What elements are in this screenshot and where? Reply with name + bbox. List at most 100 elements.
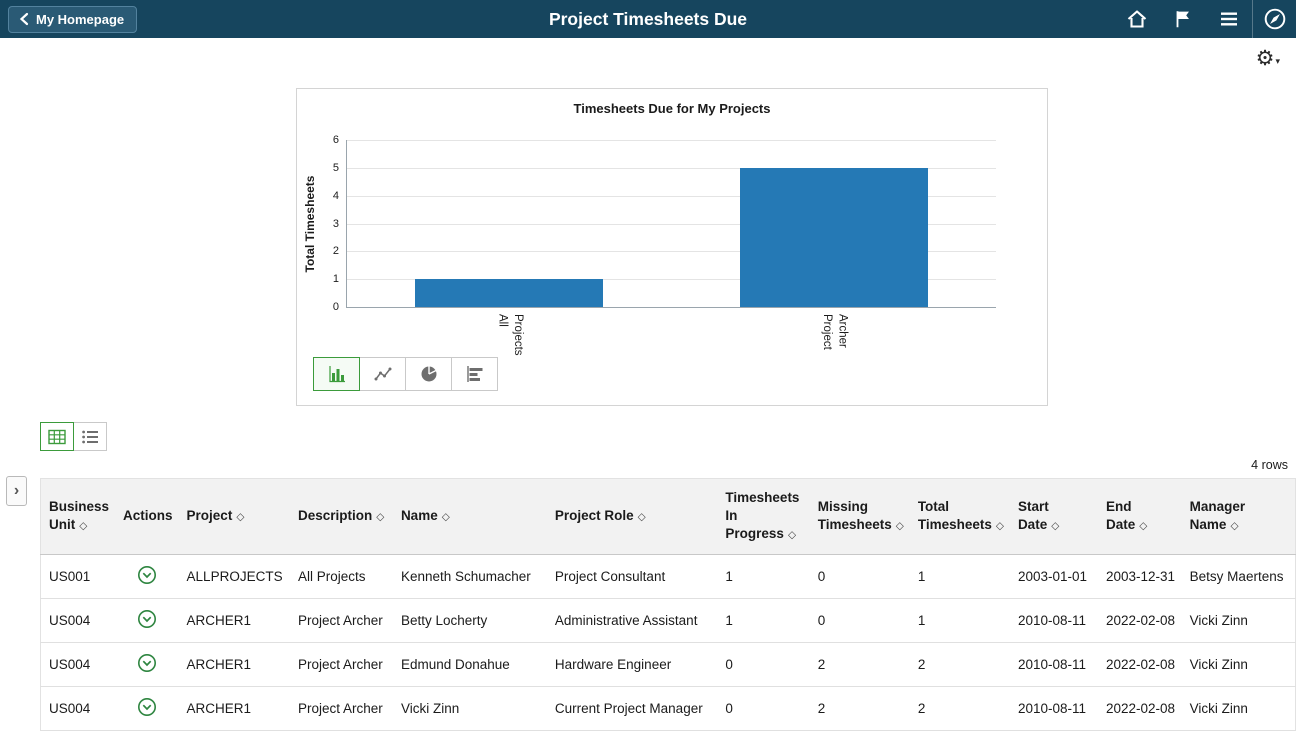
- chart-plot: 0 1 2 3 4 5 6 All Projects Project Archer: [333, 134, 996, 356]
- cell-start-date: 2010-08-11: [1009, 598, 1098, 643]
- cell-total-timesheets: 1: [909, 554, 1010, 599]
- top-navigation-bar: My Homepage Project Timesheets Due: [0, 0, 1296, 38]
- cell-actions: [115, 642, 179, 687]
- home-button[interactable]: [1114, 0, 1160, 38]
- cell-project-role: Administrative Assistant: [546, 598, 718, 643]
- sort-icon: ◇: [995, 520, 1004, 533]
- cell-project-role: Hardware Engineer: [546, 642, 718, 687]
- related-actions-icon: [137, 653, 156, 672]
- chart-type-line-button[interactable]: [359, 357, 406, 391]
- chart-body: Total Timesheets 0 1 2 3 4 5 6 All Projects Proj…: [303, 134, 996, 356]
- column-header-end-date[interactable]: End Date ◇: [1097, 478, 1182, 555]
- horizontal-bar-chart-icon: [466, 366, 482, 382]
- bar-all-projects[interactable]: [415, 279, 604, 307]
- column-label: Name: [400, 508, 438, 524]
- column-label: Total Timesheets: [917, 499, 992, 533]
- chart-gridline: [347, 223, 996, 225]
- gear-icon: ⚙: [1255, 46, 1275, 70]
- cell-business-unit: US004: [40, 598, 116, 643]
- cell-description: Project Archer: [289, 686, 393, 731]
- sort-icon: ◇: [236, 511, 245, 524]
- sort-icon: ◇: [1139, 520, 1148, 533]
- x-axis-label-all-projects: All Projects: [496, 314, 524, 356]
- grid-view-button[interactable]: [40, 422, 74, 451]
- timesheets-chart-panel: Timesheets Due for My Projects Total Tim…: [296, 88, 1048, 406]
- list-view-icon: [82, 430, 98, 443]
- chart-gridline: [347, 195, 996, 197]
- cell-total-timesheets: 2: [909, 642, 1010, 687]
- column-header-actions: Actions: [115, 478, 179, 555]
- cell-missing-timesheets: 0: [809, 554, 910, 599]
- related-actions-button[interactable]: [137, 565, 157, 588]
- column-header-project-role[interactable]: Project Role ◇: [546, 478, 718, 555]
- settings-gear-button[interactable]: ⚙ ▾: [1256, 48, 1280, 69]
- cell-business-unit: US001: [40, 554, 116, 599]
- y-axis-tick-label: 5: [332, 161, 339, 174]
- y-axis-tick-label: 2: [332, 245, 339, 258]
- column-label: Timesheets In Progress: [725, 490, 800, 542]
- grid-view-icon: [48, 429, 66, 444]
- table-header-row: Business Unit ◇ Actions Project ◇ Description…: [40, 478, 1296, 555]
- timesheets-table: Business Unit ◇ Actions Project ◇ Description…: [40, 478, 1296, 731]
- related-actions-icon: [137, 697, 156, 716]
- cell-actions: [115, 686, 179, 731]
- chart-gridline: [347, 251, 996, 253]
- column-header-manager-name[interactable]: Manager Name ◇: [1181, 478, 1296, 555]
- sort-icon: ◇: [895, 520, 904, 533]
- back-button[interactable]: My Homepage: [8, 5, 138, 33]
- flag-button[interactable]: [1160, 0, 1206, 38]
- column-header-start-date[interactable]: Start Date ◇: [1009, 478, 1098, 555]
- bar-project-archer[interactable]: [739, 167, 928, 307]
- column-header-project[interactable]: Project ◇: [178, 478, 290, 555]
- column-header-business-unit[interactable]: Business Unit ◇: [40, 478, 116, 555]
- related-actions-button[interactable]: [137, 653, 157, 676]
- column-header-description[interactable]: Description ◇: [289, 478, 393, 555]
- cell-business-unit: US004: [40, 686, 116, 731]
- cell-project-role: Current Project Manager: [546, 686, 718, 731]
- cell-manager-name: Vicki Zinn: [1181, 642, 1296, 687]
- cell-start-date: 2010-08-11: [1009, 686, 1098, 731]
- line-chart-icon: [374, 367, 391, 381]
- column-label: Project: [186, 508, 233, 524]
- y-axis-tick-label: 1: [332, 273, 339, 286]
- cell-description: All Projects: [289, 554, 393, 599]
- cell-name: Kenneth Schumacher: [392, 554, 547, 599]
- cell-missing-timesheets: 2: [809, 686, 910, 731]
- cell-project-role: Project Consultant: [546, 554, 718, 599]
- column-header-name[interactable]: Name ◇: [392, 478, 547, 555]
- sort-icon: ◇: [1051, 520, 1060, 533]
- cell-end-date: 2022-02-08: [1097, 686, 1182, 731]
- navbar-button[interactable]: [1252, 0, 1296, 38]
- view-toggle: [40, 422, 107, 451]
- cell-business-unit: US004: [40, 642, 116, 687]
- column-header-total-timesheets[interactable]: Total Timesheets ◇: [909, 478, 1010, 555]
- navbar-compass-icon: [1264, 8, 1285, 30]
- vertical-bar-chart-icon: [328, 366, 345, 383]
- page-title: Project Timesheets Due: [548, 8, 748, 29]
- back-chevron-icon: [19, 12, 29, 26]
- cell-missing-timesheets: 2: [809, 642, 910, 687]
- chart-gridline: [347, 140, 996, 141]
- column-header-timesheets-in-progress[interactable]: Timesheets In Progress ◇: [717, 478, 810, 555]
- column-header-missing-timesheets[interactable]: Missing Timesheets ◇: [809, 478, 910, 555]
- column-label: Actions: [123, 508, 173, 524]
- cell-name: Vicki Zinn: [392, 686, 547, 731]
- actions-menu-button[interactable]: [1206, 0, 1252, 38]
- chart-title: Timesheets Due for My Projects: [573, 101, 771, 116]
- cell-actions: [115, 598, 179, 643]
- cell-description: Project Archer: [289, 642, 393, 687]
- hamburger-menu-icon: [1221, 12, 1237, 26]
- related-actions-button[interactable]: [137, 609, 157, 632]
- cell-missing-timesheets: 0: [809, 598, 910, 643]
- column-label: Business Unit: [49, 499, 110, 533]
- expand-panel-button[interactable]: ›: [6, 476, 27, 506]
- y-axis-tick-label: 4: [332, 189, 339, 202]
- related-actions-icon: [137, 609, 156, 628]
- x-axis-label-project-archer: Project Archer: [820, 314, 849, 350]
- related-actions-button[interactable]: [137, 697, 157, 720]
- cell-timesheets-in-progress: 1: [717, 554, 810, 599]
- list-view-button[interactable]: [73, 422, 107, 451]
- chart-type-horizontal-bar-button[interactable]: [451, 357, 498, 391]
- chart-type-vertical-bar-button[interactable]: [313, 357, 360, 391]
- chart-type-pie-button[interactable]: [405, 357, 452, 391]
